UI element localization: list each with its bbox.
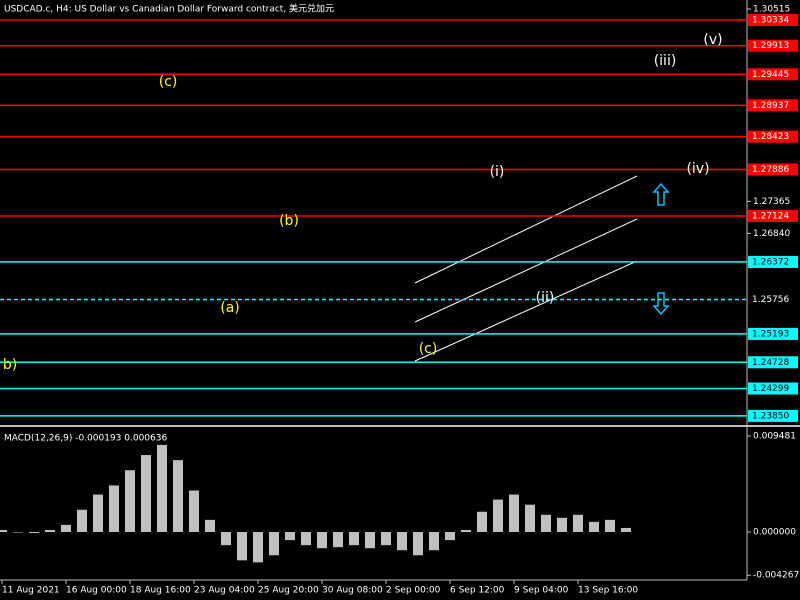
macd-bar xyxy=(61,524,71,532)
macd-bar xyxy=(333,532,343,548)
wave-label: (iii) xyxy=(654,53,677,69)
level-label: 1.25756 xyxy=(752,295,789,305)
macd-bar xyxy=(109,485,119,532)
macd-bar xyxy=(605,519,615,532)
x-tick-label: 6 Sep 12:00 xyxy=(450,586,505,596)
up-arrow xyxy=(652,182,670,206)
wave-label: (c) xyxy=(419,341,438,357)
level-box xyxy=(748,255,798,268)
level-label: 1.26372 xyxy=(752,257,789,267)
level-label: 1.30334 xyxy=(752,16,789,26)
x-tick-label: 13 Sep 16:00 xyxy=(578,586,638,596)
y-tick-label: 1.26840 xyxy=(753,229,790,239)
macd-bar xyxy=(141,455,151,532)
macd-bar xyxy=(429,532,439,551)
level-label: 1.24299 xyxy=(752,384,789,394)
x-tick-label: 30 Aug 08:00 xyxy=(322,586,383,596)
level-label: 1.28937 xyxy=(752,101,789,111)
macd-bar xyxy=(445,532,455,541)
macd-bar xyxy=(573,514,583,532)
macd-bar xyxy=(0,529,7,532)
macd-bar xyxy=(413,532,423,556)
level-box xyxy=(748,163,798,176)
macd-bar xyxy=(541,514,551,532)
macd-bar xyxy=(93,494,103,532)
macd-bar xyxy=(173,460,183,532)
x-tick-label: 2 Sep 00:00 xyxy=(386,586,441,596)
x-tick-label: 23 Aug 04:00 xyxy=(194,586,255,596)
level-box xyxy=(748,39,798,52)
y-tick-label: 1.27365 xyxy=(753,197,790,207)
macd-bar xyxy=(557,517,567,532)
macd-bar xyxy=(237,532,247,561)
wave-label: (ii) xyxy=(536,290,555,306)
level-box xyxy=(748,356,798,369)
level-label: 1.29913 xyxy=(752,41,789,51)
macd-bar xyxy=(301,532,311,546)
macd-bar xyxy=(525,504,535,532)
macd-bar xyxy=(381,532,391,546)
macd-title: MACD(12,26,9) -0.000193 0.000636 xyxy=(4,434,167,444)
y-tick-label: 1.30515 xyxy=(753,4,790,14)
down-arrow xyxy=(652,292,670,316)
wave-label: b) xyxy=(3,357,17,373)
level-box xyxy=(748,68,798,81)
macd-bar xyxy=(509,494,519,532)
channel-line xyxy=(414,218,638,323)
macd-bar xyxy=(253,532,263,563)
level-box xyxy=(748,14,798,27)
macd-bar xyxy=(157,444,167,532)
macd-bar xyxy=(477,511,487,532)
macd-bar xyxy=(493,499,503,532)
macd-bar xyxy=(13,532,23,533)
wave-label: (v) xyxy=(703,32,722,48)
level-label: 1.28423 xyxy=(752,132,789,142)
wave-label: (b) xyxy=(279,213,299,229)
macd-bar xyxy=(221,532,231,546)
macd-bar xyxy=(589,521,599,532)
channel-line xyxy=(414,175,638,284)
macd-bar xyxy=(365,532,375,549)
macd-bar xyxy=(77,509,87,532)
macd-bar xyxy=(29,532,39,534)
macd-bar xyxy=(317,532,327,549)
wave-label: (iv) xyxy=(686,161,709,177)
level-label: 1.27124 xyxy=(752,212,789,222)
level-box xyxy=(748,409,798,422)
level-label: 1.24728 xyxy=(752,358,789,368)
level-label: 1.29445 xyxy=(752,70,789,80)
chart-title: USDCAD.c, H4: US Dollar vs Canadian Doll… xyxy=(4,3,334,15)
wave-label: (i) xyxy=(490,164,505,180)
macd-bar xyxy=(349,532,359,546)
macd-bar xyxy=(285,532,295,541)
x-tick-label: 9 Sep 04:00 xyxy=(514,586,569,596)
macd-bar xyxy=(45,529,55,532)
y-tick-label: 0.000000 xyxy=(753,528,796,538)
level-box xyxy=(748,210,798,223)
y-tick-label: 0.009481 xyxy=(753,431,796,441)
macd-bar xyxy=(621,527,631,532)
level-label: 1.23850 xyxy=(752,411,789,421)
level-label: 1.25193 xyxy=(752,329,789,339)
level-label: 1.27886 xyxy=(752,165,789,175)
macd-bar xyxy=(269,532,279,556)
wave-label: (c) xyxy=(159,74,178,90)
level-box xyxy=(748,327,798,340)
level-box xyxy=(748,382,798,395)
x-tick-label: 18 Aug 16:00 xyxy=(130,586,191,596)
macd-bar xyxy=(125,470,135,532)
macd-bar xyxy=(189,490,199,532)
y-tick-label: -0.004267 xyxy=(753,571,799,581)
x-tick-label: 11 Aug 2021 xyxy=(2,586,60,596)
x-tick-label: 25 Aug 20:00 xyxy=(258,586,319,596)
macd-bar xyxy=(461,529,471,532)
macd-bar xyxy=(205,519,215,532)
macd-bar xyxy=(397,532,407,551)
wave-label: (a) xyxy=(220,300,240,316)
level-box xyxy=(748,130,798,143)
level-box xyxy=(748,99,798,112)
channel-line xyxy=(414,260,638,362)
x-tick-label: 16 Aug 00:00 xyxy=(66,586,127,596)
